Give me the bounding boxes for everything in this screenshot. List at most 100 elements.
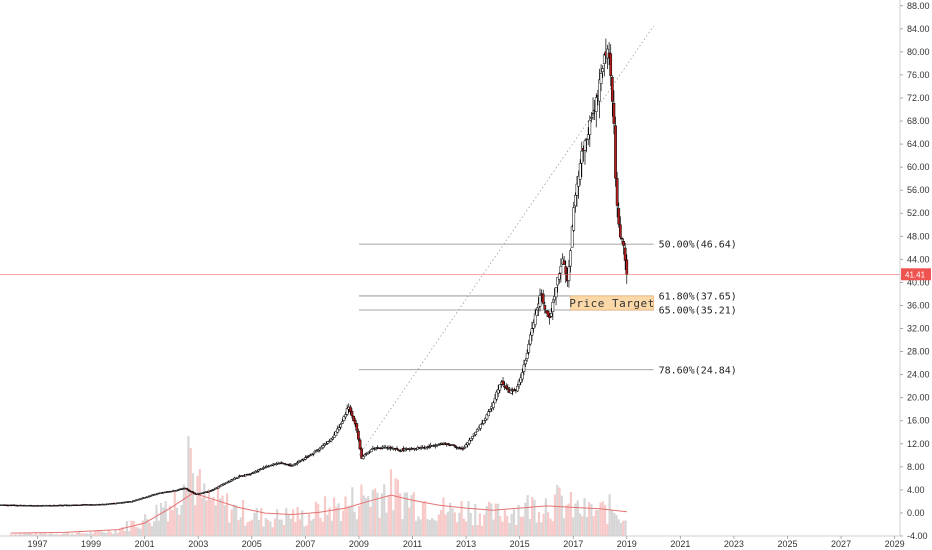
candle-body xyxy=(506,387,510,390)
volume-bar xyxy=(569,491,573,536)
volume-bar xyxy=(360,484,363,536)
volume-bar xyxy=(521,516,525,536)
volume-bar xyxy=(380,493,384,536)
volume-bar xyxy=(210,499,213,536)
candle-body xyxy=(352,415,355,422)
price-target-zone[interactable]: Price Target xyxy=(569,295,654,311)
volume-bar xyxy=(533,499,536,536)
candle-body xyxy=(543,305,547,310)
volume-bar xyxy=(496,503,500,536)
volume-bar xyxy=(194,505,197,536)
volume-bar xyxy=(442,497,445,536)
volume-bar xyxy=(52,534,56,536)
candle-body xyxy=(349,406,352,412)
candle-body xyxy=(220,484,224,487)
y-tick-label: 72.00 xyxy=(907,93,930,103)
y-tick-label: 16.00 xyxy=(907,416,930,426)
volume-bar xyxy=(622,520,625,536)
volume-bar xyxy=(499,516,502,536)
candle-body xyxy=(283,463,286,465)
volume-bar xyxy=(410,495,413,536)
candle-body xyxy=(495,391,498,400)
y-tick-label: 36.00 xyxy=(907,300,930,310)
candle-body xyxy=(467,439,471,444)
volume-bar xyxy=(180,505,183,536)
candle-body xyxy=(516,385,519,392)
volume-bar xyxy=(173,491,176,536)
volume-bar xyxy=(298,519,302,536)
volume-bar xyxy=(37,534,40,536)
candle-body xyxy=(304,457,307,460)
volume-bar xyxy=(608,494,611,536)
volume-bar xyxy=(130,520,133,536)
candle-body xyxy=(619,224,622,238)
candle-body xyxy=(529,334,532,345)
candle-body xyxy=(447,443,450,445)
volume-bar xyxy=(556,484,559,536)
candle-body xyxy=(186,489,190,491)
volume-bar xyxy=(100,531,103,536)
volume-bar xyxy=(326,514,329,536)
volume-bar xyxy=(62,533,65,536)
volume-bar xyxy=(280,519,283,536)
candle-body xyxy=(292,464,296,467)
volume-bar xyxy=(544,498,547,536)
dotted-trendline[interactable] xyxy=(358,25,654,456)
candle-body xyxy=(260,468,264,470)
volume-bar xyxy=(617,519,620,536)
volume-bar xyxy=(103,532,106,536)
candle-body xyxy=(575,183,579,196)
volume-bar xyxy=(223,505,226,536)
candle-body xyxy=(299,460,302,462)
candle-body xyxy=(312,452,315,455)
volume-bar xyxy=(292,509,295,536)
volume-bar xyxy=(73,534,76,536)
volume-bar xyxy=(82,533,85,536)
candle-body xyxy=(625,259,629,275)
candle-body xyxy=(228,480,232,483)
volume-bar xyxy=(289,518,292,536)
y-tick-label: 44.00 xyxy=(907,254,930,264)
volume-bar xyxy=(606,523,609,536)
volume-bar xyxy=(64,533,67,536)
candle-body xyxy=(577,175,580,187)
candle-body xyxy=(297,461,301,463)
price-target-box[interactable] xyxy=(570,295,654,311)
volume-bar xyxy=(48,533,51,536)
volume-bar xyxy=(264,518,267,536)
candle-body xyxy=(427,446,431,448)
volume-bar xyxy=(244,525,247,536)
candle-body xyxy=(538,295,542,307)
volume-bar xyxy=(508,522,511,536)
candle-body xyxy=(201,492,204,494)
volume-bar xyxy=(80,533,83,536)
y-tick-label: 24.00 xyxy=(907,370,930,380)
volume-bar xyxy=(348,505,352,536)
candle-body xyxy=(342,416,346,421)
candle-body xyxy=(453,444,457,447)
x-tick-label: 2003 xyxy=(188,539,208,549)
volume-bar xyxy=(125,521,129,536)
candle-body xyxy=(509,390,513,394)
x-tick-label: 2005 xyxy=(242,539,262,549)
candle-body xyxy=(559,266,563,274)
candle-body xyxy=(326,441,330,444)
trendline[interactable] xyxy=(358,25,654,456)
volume-bar xyxy=(542,513,545,536)
y-tick-label: 80.00 xyxy=(907,47,930,57)
volume-bar xyxy=(339,520,343,536)
volume-bar xyxy=(578,513,582,536)
fibonacci-levels[interactable]: 50.00%(46.64) 61.80%(37.65) 65.00%(35.21) 7… xyxy=(358,240,737,377)
candle-body xyxy=(567,266,571,281)
volume-bar xyxy=(330,520,333,536)
y-tick-label: 88.00 xyxy=(907,1,930,11)
volume-bar xyxy=(469,512,472,536)
candle-body xyxy=(223,482,227,485)
volume-bar xyxy=(460,500,463,536)
volume-bar xyxy=(187,436,190,536)
volume-bar xyxy=(310,520,313,536)
volume-bar xyxy=(121,527,124,536)
volume-bar xyxy=(465,521,468,536)
volume-bar xyxy=(358,506,361,536)
